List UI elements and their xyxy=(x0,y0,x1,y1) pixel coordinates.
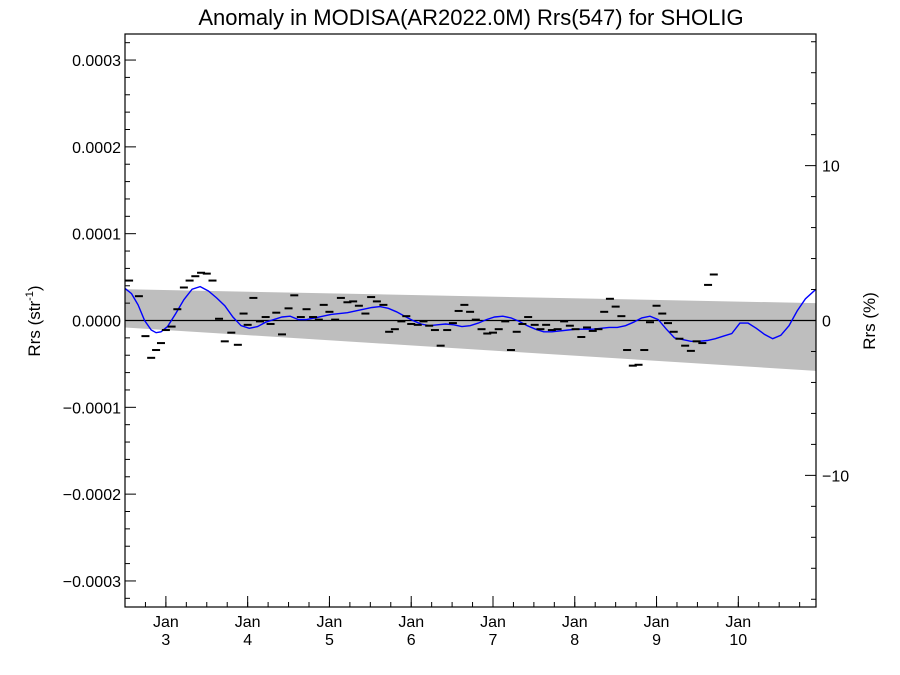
x-tick-label-day-0: 3 xyxy=(161,632,170,649)
y-tick-label-0: 0.0003 xyxy=(72,53,121,70)
x-tick-label-day-6: 9 xyxy=(652,632,661,649)
y-tick-label-4: −0.0001 xyxy=(63,400,121,417)
y-axis-label-superscript: -1 xyxy=(24,291,36,301)
y2-axis-label: Rrs (%) xyxy=(860,292,879,350)
x-tick-label-day-4: 7 xyxy=(489,632,498,649)
y-tick-label-5: −0.0002 xyxy=(63,487,121,504)
y-tick-label-3: 0.0000 xyxy=(72,314,121,331)
x-tick-label-day-7: 10 xyxy=(729,632,747,649)
y-axis-label-main: Rrs (str xyxy=(25,301,44,357)
x-tick-label-month-1: Jan xyxy=(235,614,261,631)
y-tick-label-1: 0.0002 xyxy=(72,140,121,157)
x-tick-label-month-4: Jan xyxy=(480,614,506,631)
x-tick-label-month-6: Jan xyxy=(644,614,670,631)
x-tick-label-month-7: Jan xyxy=(725,614,751,631)
chart-title: Anomaly in MODISA(AR2022.0M) Rrs(547) fo… xyxy=(198,5,743,30)
uncertainty-band-layer xyxy=(125,289,816,371)
x-tick-label-month-2: Jan xyxy=(317,614,343,631)
x-tick-label-month-3: Jan xyxy=(398,614,424,631)
y-axis-label: Rrs (str-1) xyxy=(24,285,44,356)
axes-layer: 0.0003 0.0002 0.0001 0.0000 −0.0001 −0.0002 −0… xyxy=(63,33,849,649)
x-tick-label-day-2: 5 xyxy=(325,632,334,649)
x-tick-label-day-5: 8 xyxy=(570,632,579,649)
y2-tick-label-2: −10 xyxy=(822,468,849,485)
y-tick-label-2: 0.0001 xyxy=(72,227,121,244)
y-axis-label-tail: ) xyxy=(25,285,44,291)
uncertainty-band xyxy=(125,289,816,371)
x-tick-label-day-1: 4 xyxy=(243,632,252,649)
x-tick-label-day-3: 6 xyxy=(407,632,416,649)
x-tick-label-month-5: Jan xyxy=(562,614,588,631)
y2-tick-label-1: 0 xyxy=(822,314,831,331)
x-tick-label-month-0: Jan xyxy=(153,614,179,631)
y-tick-label-6: −0.0003 xyxy=(63,574,121,591)
y2-tick-label-0: 10 xyxy=(822,159,840,176)
data-points-layer xyxy=(125,271,718,367)
